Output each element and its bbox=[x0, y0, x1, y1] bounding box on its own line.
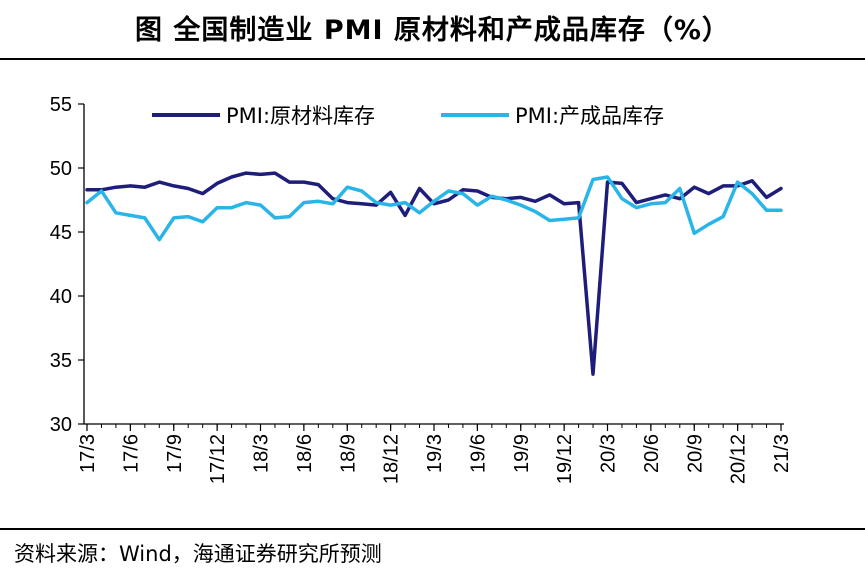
series-line-raw-material-inventory bbox=[85, 171, 783, 376]
x-tick-label: 19/3 bbox=[424, 434, 446, 473]
chart-legend: PMI:原材料库存 PMI:产成品库存 bbox=[152, 104, 664, 128]
y-tick-label: 40 bbox=[50, 286, 72, 308]
y-tick-label: 50 bbox=[50, 158, 72, 180]
x-tick-label: 18/3 bbox=[251, 434, 273, 473]
x-tick-label: 20/12 bbox=[728, 434, 750, 484]
x-tick-label: 17/3 bbox=[77, 434, 99, 473]
chart-axes bbox=[83, 104, 784, 425]
chart-lines bbox=[85, 171, 783, 376]
x-tick-label: 20/9 bbox=[684, 434, 706, 473]
y-tick-label: 30 bbox=[50, 414, 72, 436]
x-tick-label: 19/6 bbox=[467, 434, 489, 473]
legend-label-raw-material: PMI:原材料库存 bbox=[226, 104, 375, 128]
y-tick-label: 45 bbox=[50, 222, 72, 244]
x-tick-label: 19/9 bbox=[511, 434, 533, 473]
x-tick-label: 21/3 bbox=[771, 434, 793, 473]
y-tick-label: 55 bbox=[50, 94, 72, 116]
x-tick-label: 17/9 bbox=[164, 434, 186, 473]
x-tick-label: 19/12 bbox=[554, 434, 576, 484]
chart-title: 图 全国制造业 PMI 原材料和产成品库存（%） bbox=[135, 15, 730, 46]
y-axis-ticks: 30 35 40 45 50 55 bbox=[50, 94, 84, 436]
x-tick-label: 17/6 bbox=[120, 434, 142, 473]
x-tick-label: 20/3 bbox=[598, 434, 620, 473]
series-line-finished-goods-inventory bbox=[85, 175, 783, 242]
x-tick-label: 20/6 bbox=[641, 434, 663, 473]
x-tick-label: 18/9 bbox=[337, 434, 359, 473]
legend-label-finished-goods: PMI:产成品库存 bbox=[515, 104, 664, 128]
source-divider bbox=[0, 528, 865, 530]
title-divider bbox=[0, 58, 865, 60]
x-tick-label: 18/6 bbox=[294, 434, 316, 473]
source-note: 资料来源：Wind，海通证券研究所预测 bbox=[14, 542, 382, 566]
x-axis-ticks: 17/3 17/6 17/9 17/12 18/3 18/6 18/9 18/12 19/3 19… bbox=[77, 424, 793, 484]
x-tick-label: 18/12 bbox=[381, 434, 403, 484]
x-tick-label: 17/12 bbox=[207, 434, 229, 484]
y-tick-label: 35 bbox=[50, 350, 72, 372]
